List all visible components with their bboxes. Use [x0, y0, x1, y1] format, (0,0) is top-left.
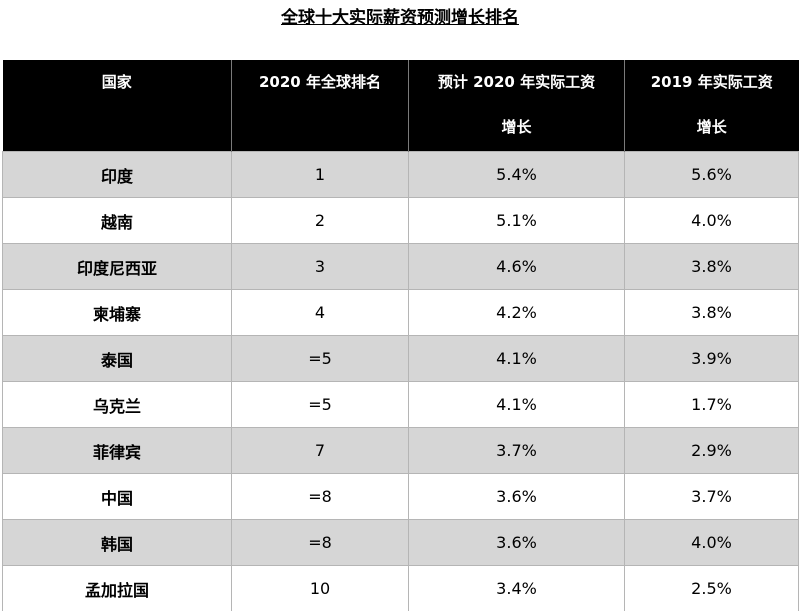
- cell-rank: 1: [232, 152, 409, 198]
- header-country-label: 国家: [3, 60, 232, 105]
- table-row: 韩国 =8 3.6% 4.0%: [3, 520, 799, 566]
- cell-growth-2020: 4.2%: [409, 290, 625, 336]
- cell-growth-2019: 5.6%: [625, 152, 799, 198]
- header-rank-label: 2020 年全球排名: [232, 60, 408, 105]
- cell-growth-2020: 3.6%: [409, 520, 625, 566]
- cell-growth-2020: 5.1%: [409, 198, 625, 244]
- cell-country: 越南: [3, 198, 232, 244]
- cell-country: 印度: [3, 152, 232, 198]
- table-row: 印度尼西亚 3 4.6% 3.8%: [3, 244, 799, 290]
- cell-country: 菲律宾: [3, 428, 232, 474]
- header-growth-2019-line2: 增长: [625, 105, 799, 150]
- cell-country: 印度尼西亚: [3, 244, 232, 290]
- cell-rank: =5: [232, 382, 409, 428]
- cell-country: 乌克兰: [3, 382, 232, 428]
- cell-growth-2020: 4.1%: [409, 336, 625, 382]
- cell-growth-2019: 1.7%: [625, 382, 799, 428]
- page-title: 全球十大实际薪资预测增长排名: [0, 6, 800, 30]
- cell-growth-2019: 2.5%: [625, 566, 799, 611]
- cell-growth-2019: 3.8%: [625, 290, 799, 336]
- cell-country: 柬埔寨: [3, 290, 232, 336]
- table-row: 乌克兰 =5 4.1% 1.7%: [3, 382, 799, 428]
- table-row: 孟加拉国 10 3.4% 2.5%: [3, 566, 799, 611]
- cell-rank: =8: [232, 474, 409, 520]
- cell-growth-2019: 2.9%: [625, 428, 799, 474]
- cell-growth-2019: 3.7%: [625, 474, 799, 520]
- table-row: 中国 =8 3.6% 3.7%: [3, 474, 799, 520]
- header-growth-2020-line2: 增长: [409, 105, 624, 150]
- table-row: 印度 1 5.4% 5.6%: [3, 152, 799, 198]
- cell-growth-2019: 4.0%: [625, 520, 799, 566]
- cell-rank: 4: [232, 290, 409, 336]
- table-row: 越南 2 5.1% 4.0%: [3, 198, 799, 244]
- header-growth-2020: 预计 2020 年实际工资 增长: [409, 60, 625, 152]
- cell-country: 韩国: [3, 520, 232, 566]
- table-row: 泰国 =5 4.1% 3.9%: [3, 336, 799, 382]
- table-row: 柬埔寨 4 4.2% 3.8%: [3, 290, 799, 336]
- cell-growth-2020: 3.6%: [409, 474, 625, 520]
- salary-growth-table: 国家 2020 年全球排名 预计 2020 年实际工资 增长 2019 年实际工…: [2, 60, 799, 611]
- cell-growth-2019: 3.8%: [625, 244, 799, 290]
- header-country: 国家: [3, 60, 232, 152]
- table-row: 菲律宾 7 3.7% 2.9%: [3, 428, 799, 474]
- cell-growth-2020: 4.6%: [409, 244, 625, 290]
- cell-rank: 10: [232, 566, 409, 611]
- cell-growth-2020: 3.4%: [409, 566, 625, 611]
- cell-growth-2019: 3.9%: [625, 336, 799, 382]
- cell-country: 泰国: [3, 336, 232, 382]
- cell-rank: 3: [232, 244, 409, 290]
- header-growth-2019: 2019 年实际工资 增长: [625, 60, 799, 152]
- header-rank: 2020 年全球排名: [232, 60, 409, 152]
- cell-rank: =8: [232, 520, 409, 566]
- cell-rank: 7: [232, 428, 409, 474]
- cell-growth-2020: 3.7%: [409, 428, 625, 474]
- cell-country: 中国: [3, 474, 232, 520]
- cell-growth-2020: 4.1%: [409, 382, 625, 428]
- header-growth-2020-line1: 预计 2020 年实际工资: [409, 60, 624, 105]
- cell-rank: 2: [232, 198, 409, 244]
- cell-country: 孟加拉国: [3, 566, 232, 611]
- table-header-row: 国家 2020 年全球排名 预计 2020 年实际工资 增长 2019 年实际工…: [3, 60, 799, 152]
- cell-growth-2019: 4.0%: [625, 198, 799, 244]
- header-growth-2019-line1: 2019 年实际工资: [625, 60, 799, 105]
- cell-rank: =5: [232, 336, 409, 382]
- cell-growth-2020: 5.4%: [409, 152, 625, 198]
